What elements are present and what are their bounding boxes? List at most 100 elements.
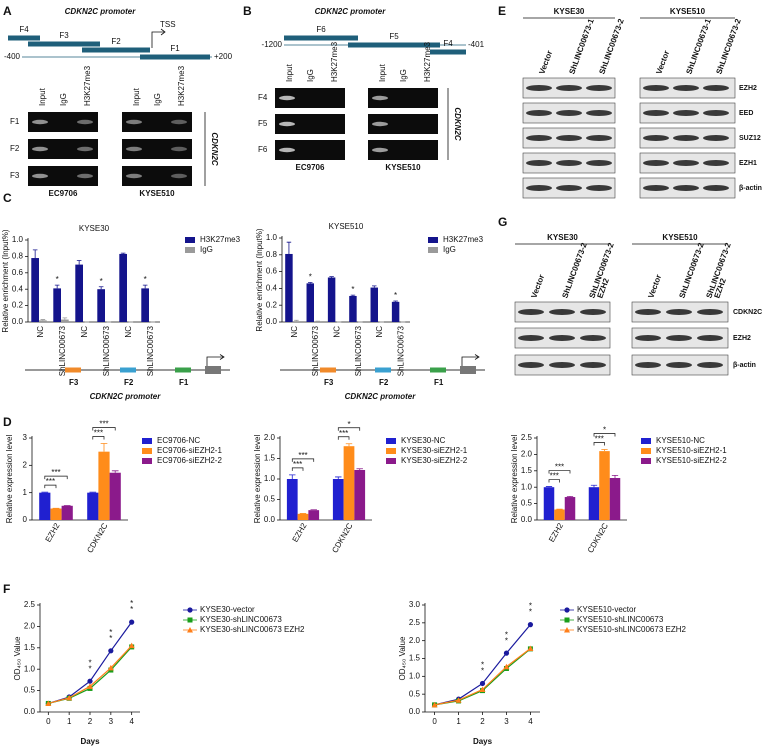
fragment-box	[430, 367, 446, 373]
gel-band	[32, 146, 48, 152]
legend-swatch	[641, 458, 651, 464]
blot-band	[643, 85, 669, 91]
y-tick-label: 1	[23, 488, 28, 497]
panel-label: F	[3, 582, 10, 596]
significance-label: *	[109, 634, 112, 643]
gel-image	[28, 166, 98, 186]
error-bar	[62, 317, 68, 320]
error-bar	[98, 286, 104, 290]
error-bar	[89, 491, 97, 493]
lane-label: ShLINC00673-2	[677, 241, 706, 299]
row-label: F3	[10, 171, 20, 180]
significance-label: *	[529, 602, 532, 611]
error-bar	[111, 470, 119, 473]
x-tick-label: ShLINC00673	[102, 325, 111, 376]
lane-label: Vector	[654, 49, 671, 75]
significance-label: *	[309, 273, 312, 282]
row-label: SUZ12	[739, 135, 761, 142]
panel-title: CDKN2C promoter	[315, 7, 387, 16]
tss-arrow	[151, 31, 164, 48]
gel-image	[28, 112, 98, 132]
row-label: EZH2	[733, 335, 751, 342]
tss-arrow	[206, 354, 225, 366]
marker	[45, 700, 52, 706]
significance-label: *	[88, 664, 91, 673]
bar	[391, 301, 400, 322]
blot-band	[526, 110, 552, 116]
x-tick-label: ShLINC00673	[354, 325, 363, 376]
legend-swatch	[142, 458, 152, 464]
legend-swatch	[142, 438, 152, 444]
legend-label: EC9706-siEZH2-2	[157, 456, 222, 465]
x-tick-label: NC	[36, 326, 45, 338]
significance-label: *	[130, 599, 133, 608]
y-axis-label: Relative expression level	[510, 435, 519, 524]
fragment-box	[320, 367, 336, 373]
cell-line-label: KYSE30	[554, 7, 585, 16]
bar	[50, 508, 62, 520]
legend-swatch	[428, 237, 438, 243]
significance-label: *	[144, 275, 147, 284]
y-tick-label: 0	[23, 515, 28, 524]
significance-label: *	[56, 275, 59, 284]
significance-bracket	[337, 427, 361, 431]
lane-label: Input	[38, 87, 47, 106]
x-tick-label: ShLINC00673	[311, 325, 320, 376]
error-bar	[345, 443, 353, 447]
blot-band	[703, 160, 729, 166]
blot-band	[586, 135, 612, 141]
fragment-bar	[430, 49, 466, 55]
fragment-box	[375, 367, 391, 373]
error-bar	[329, 276, 334, 278]
legend-label: KYSE510-vector	[577, 605, 636, 614]
y-tick-label: 1.5	[409, 654, 421, 663]
cell-line-label: KYSE30	[547, 233, 578, 242]
blot-band	[635, 309, 661, 315]
y-tick-label: 0.0	[266, 317, 278, 326]
y-tick-label: 2	[23, 460, 28, 469]
x-tick-label: 2	[480, 717, 485, 726]
legend-label: IgG	[200, 245, 213, 254]
row-label: F2	[10, 144, 20, 153]
x-tick-label: ShLINC00673	[396, 325, 405, 376]
row-label: F4	[258, 93, 268, 102]
range-label: +200	[214, 52, 233, 61]
blot-band	[643, 135, 669, 141]
error-bar	[100, 443, 108, 452]
legend-swatch	[386, 438, 396, 444]
y-tick-label: 1.5	[521, 466, 533, 475]
fragment-label: F2	[124, 378, 134, 387]
x-tick-label: CDKN2C	[330, 521, 354, 554]
marker	[187, 627, 193, 633]
blot-band	[703, 110, 729, 116]
legend-label: EC9706-siEZH2-1	[157, 446, 222, 455]
fragment-box	[65, 367, 81, 373]
lane-label: H3K27me3	[83, 65, 92, 106]
fragment-bar	[82, 47, 150, 53]
legend-swatch	[185, 237, 195, 243]
promoter-title: CDKN2C promoter	[345, 392, 417, 401]
gel-band	[126, 119, 142, 125]
blot-band	[526, 85, 552, 91]
significance-bracket	[548, 479, 560, 483]
legend-label: KYSE30-siEZH2-2	[401, 456, 468, 465]
x-tick-label: NC	[290, 326, 299, 338]
error-bar	[40, 319, 46, 321]
cell-line-label: EC9706	[49, 189, 78, 198]
x-axis-label: Days	[473, 737, 493, 746]
gel-band	[279, 95, 295, 101]
blot-band	[635, 362, 661, 368]
blot-band	[703, 185, 729, 191]
blot-band	[643, 160, 669, 166]
significance-bracket	[593, 433, 616, 437]
blot-band	[697, 309, 723, 315]
y-tick-label: 2.5	[521, 433, 533, 442]
lane-label: Vector	[537, 49, 554, 75]
significance-label: ***	[550, 472, 559, 481]
x-tick-label: 4	[528, 717, 533, 726]
lane-label: H3K27me3	[330, 41, 339, 82]
gel-band	[372, 147, 388, 153]
lane-label: ShLINC00673-2	[714, 17, 743, 75]
y-axis-label: Relative enrichment (Input%)	[1, 229, 10, 332]
